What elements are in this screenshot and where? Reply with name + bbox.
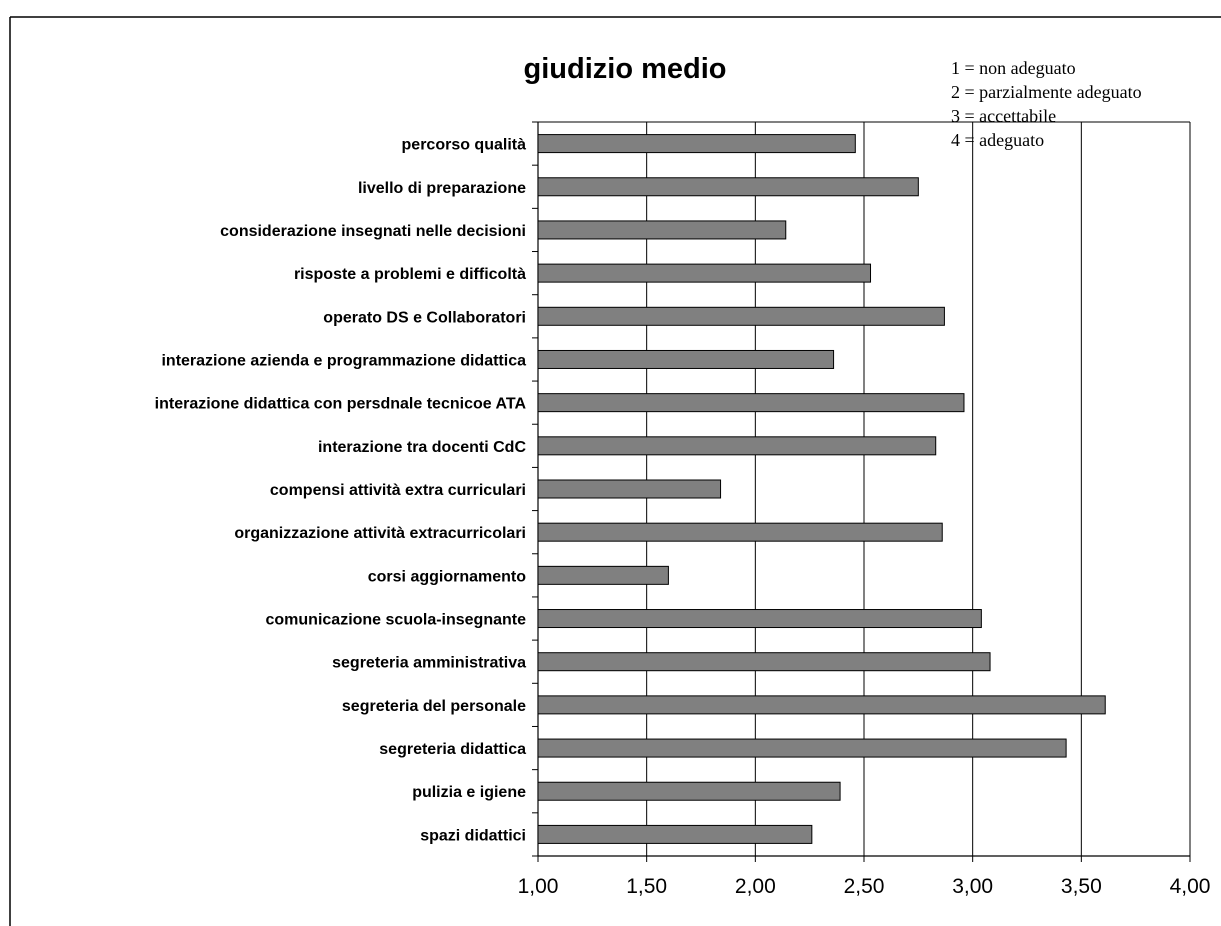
bar bbox=[537, 652, 991, 672]
bar bbox=[537, 824, 813, 844]
bar bbox=[537, 781, 841, 801]
category-label: segreteria amministrativa bbox=[332, 655, 526, 672]
bars bbox=[537, 134, 1106, 844]
bar bbox=[537, 263, 872, 283]
bar bbox=[537, 436, 937, 456]
bar bbox=[537, 349, 835, 369]
category-label: interazione tra docenti CdC bbox=[318, 439, 526, 456]
x-tick-label: 4,00 bbox=[1170, 875, 1211, 898]
chart-title: giudizio medio bbox=[524, 53, 727, 85]
x-tick-label: 1,00 bbox=[518, 875, 559, 898]
category-label: operato DS e Collaboratori bbox=[323, 309, 526, 326]
category-label: corsi aggiornamento bbox=[368, 568, 526, 585]
category-label: percorso qualità bbox=[402, 137, 527, 154]
x-tick-label: 1,50 bbox=[626, 875, 667, 898]
scale-note: 4 = adeguato bbox=[951, 130, 1044, 150]
bar bbox=[537, 393, 965, 413]
bar bbox=[537, 609, 982, 629]
bar bbox=[537, 220, 787, 240]
category-label: comunicazione scuola-insegnante bbox=[266, 612, 527, 629]
scale-notes: 1 = non adeguato 2 = parzialmente adeguat… bbox=[951, 58, 1142, 150]
x-tick-label: 2,50 bbox=[844, 875, 885, 898]
bar bbox=[537, 522, 943, 542]
bar bbox=[537, 177, 919, 197]
x-tick-label: 2,00 bbox=[735, 875, 776, 898]
category-label: risposte a problemi e difficoltà bbox=[294, 266, 526, 283]
x-tick-labels: 1,00 1,50 2,00 2,50 3,00 3,50 4,00 bbox=[518, 875, 1211, 898]
bar bbox=[537, 306, 945, 326]
bar bbox=[537, 695, 1106, 715]
category-label: segreteria del personale bbox=[342, 698, 526, 715]
category-label: interazione didattica con persdnale tecn… bbox=[155, 396, 527, 413]
x-tick-label: 3,50 bbox=[1061, 875, 1102, 898]
category-labels: percorso qualità livello di preparazione c… bbox=[155, 137, 527, 845]
x-tick-label: 3,00 bbox=[952, 875, 993, 898]
scale-note: 1 = non adeguato bbox=[951, 58, 1076, 78]
category-label: segreteria didattica bbox=[379, 741, 526, 758]
scale-note: 3 = accettabile bbox=[951, 106, 1056, 126]
category-label: spazi didattici bbox=[420, 827, 526, 844]
category-label: organizzazione attività extracurricolari bbox=[234, 525, 526, 542]
category-label: compensi attività extra curriculari bbox=[270, 482, 526, 499]
category-label: livello di preparazione bbox=[358, 180, 526, 197]
scale-note: 2 = parzialmente adeguato bbox=[951, 82, 1142, 102]
category-label: interazione azienda e programmazione did… bbox=[161, 352, 526, 369]
category-label: considerazione insegnati nelle decisioni bbox=[220, 223, 526, 240]
bar bbox=[537, 479, 722, 499]
bar bbox=[537, 738, 1067, 758]
bar bbox=[537, 565, 669, 585]
bar bbox=[537, 134, 856, 154]
category-label: pulizia e igiene bbox=[412, 784, 526, 801]
